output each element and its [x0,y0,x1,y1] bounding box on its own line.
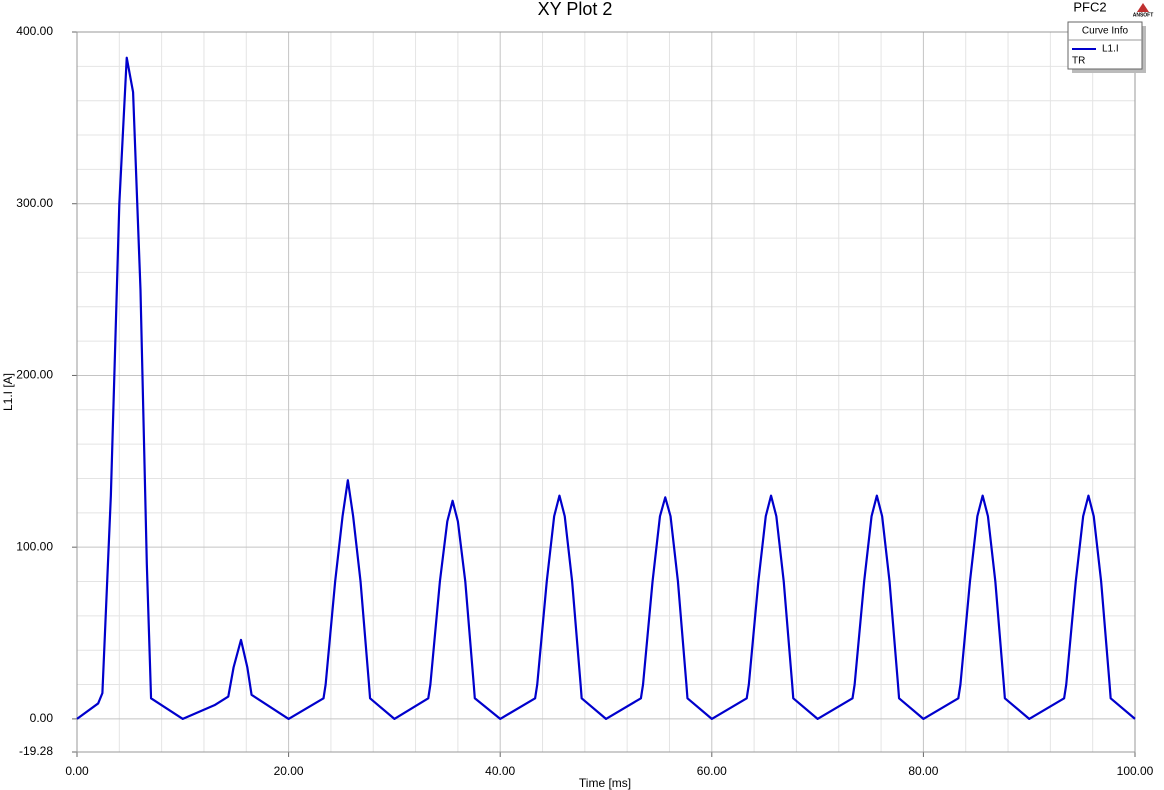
x-tick-label: 0.00 [65,764,89,778]
x-tick-label: 20.00 [274,764,304,778]
y-tick-label: 100.00 [16,539,53,553]
y-tick-label: 200.00 [16,368,53,382]
plot-area [76,56,1136,720]
x-axis-label: Time [ms] [579,776,631,790]
plot-border [76,31,1136,753]
series-line [76,56,1136,720]
legend-label: L1.I [1102,44,1119,55]
logo: ANSOFT [1133,12,1154,18]
logo-icon [1137,3,1149,12]
project-name: PFC2 [1073,0,1106,14]
chart-title: XY Plot 2 [538,0,613,19]
x-tick-label: 80.00 [908,764,938,778]
x-tick-label: 40.00 [485,764,515,778]
y-axis-label: L1.I [A] [1,373,15,411]
y-tick-label: -19.28 [19,744,53,758]
x-tick-label: 60.00 [697,764,727,778]
y-tick-label: 0.00 [30,711,54,725]
legend-title: Curve Info [1082,26,1129,37]
y-tick-label: 400.00 [16,24,53,38]
x-tick-label: 100.00 [1117,764,1154,778]
legend: Curve Info L1.I TR [1067,21,1146,73]
legend-note: TR [1072,56,1085,67]
y-tick-label: 300.00 [16,196,53,210]
legend-box [1067,21,1143,70]
